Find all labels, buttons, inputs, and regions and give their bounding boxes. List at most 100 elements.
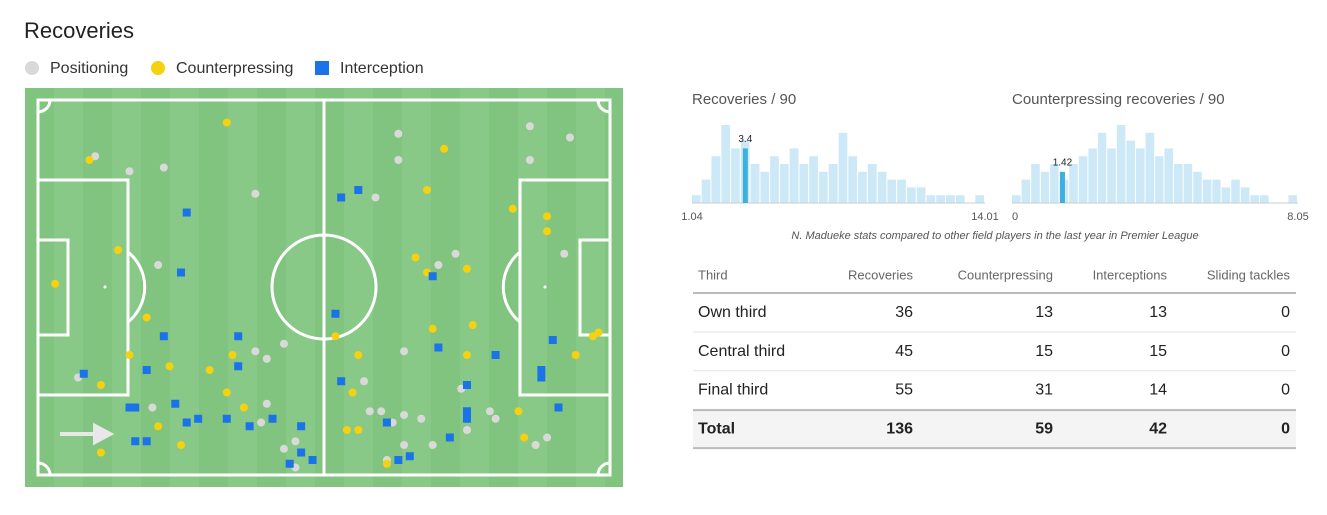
x-max-label: 8.05	[1287, 211, 1308, 223]
interception-mark	[177, 268, 185, 277]
recovery-dot	[525, 122, 534, 131]
histogram-bar	[916, 187, 926, 203]
recovery-dot	[125, 167, 134, 176]
histogram-bar	[926, 195, 936, 203]
dots	[51, 118, 603, 472]
histogram-bar	[1097, 132, 1107, 203]
legend-label: Interception	[340, 60, 424, 77]
recovery-dot	[365, 407, 374, 416]
player-bar	[1059, 171, 1065, 203]
player-value: 3.4	[738, 134, 752, 145]
histogram-bar	[1021, 179, 1031, 203]
histogram-bar	[1202, 179, 1212, 203]
table-cell-value: 0	[1281, 343, 1290, 360]
interception-mark	[428, 272, 437, 281]
total-row	[693, 410, 1296, 449]
recovery-dot	[543, 433, 552, 442]
histogram-bar	[1164, 148, 1174, 203]
histogram-bar	[1183, 164, 1193, 203]
legend-label: Positioning	[50, 60, 128, 77]
histogram-bar	[955, 195, 965, 203]
recovery-dot	[400, 347, 409, 356]
recovery-dot	[382, 459, 391, 468]
histogram-bar	[1040, 171, 1050, 203]
histogram-bar	[877, 171, 887, 203]
interception-mark	[171, 399, 180, 408]
recovery-dot	[514, 407, 523, 416]
interception-mark	[131, 437, 140, 446]
histogram-bar	[975, 195, 984, 203]
recovery-dot	[262, 354, 271, 363]
recovery-dot	[594, 328, 603, 337]
recovery-dot	[531, 441, 540, 449]
legend: Positioning Counterpressing Interception	[25, 60, 424, 77]
interception-mark	[297, 422, 306, 431]
interception-mark	[537, 366, 546, 374]
histogram-bar	[887, 179, 897, 203]
histogram-bar	[936, 195, 945, 203]
recovery-dot	[428, 324, 437, 333]
interception-mark	[131, 403, 140, 412]
recovery-dot	[463, 264, 471, 273]
interception-mark	[142, 437, 151, 446]
recovery-dot	[342, 426, 351, 434]
interception-mark	[463, 381, 471, 389]
x-max-label: 14.01	[971, 211, 999, 223]
histograms: Recoveries / 90 3.4 1.04 14.01 Counterpressi…	[681, 91, 1308, 223]
recovery-dot	[463, 351, 471, 359]
histogram-bar	[897, 179, 906, 203]
histogram-bar	[858, 171, 867, 203]
title: Recoveries	[24, 18, 134, 43]
recovery-dot	[543, 227, 552, 236]
pitch-lines	[36, 98, 612, 477]
interception-mark	[234, 332, 243, 341]
interception-mark	[491, 351, 500, 359]
recovery-dot	[279, 339, 288, 348]
table-header: Recoveries	[848, 267, 914, 282]
recovery-dot	[571, 351, 580, 359]
interception-mark	[331, 309, 340, 318]
table-row-label: Central third	[698, 343, 785, 360]
recovery-dot	[262, 399, 271, 408]
table-cell-value: 45	[895, 343, 913, 360]
interception-mark	[337, 193, 346, 202]
legend-swatch	[25, 61, 39, 75]
interception-mark	[394, 456, 403, 464]
histogram-bar	[1240, 187, 1250, 203]
histogram-bar	[1259, 195, 1269, 203]
recovery-dot	[91, 152, 100, 161]
table-cell-value: 0	[1281, 420, 1290, 437]
histogram-bar	[809, 156, 818, 203]
recovery-dot	[142, 313, 151, 322]
recovery-dot	[491, 414, 500, 423]
recovery-dot	[463, 426, 471, 434]
interception-mark	[194, 414, 203, 423]
table-cell-value: 36	[895, 304, 913, 321]
histogram-bar	[818, 171, 828, 203]
recovery-dot	[560, 249, 569, 258]
legend-swatch	[315, 61, 329, 75]
histogram-bar	[945, 195, 955, 203]
recovery-dot	[411, 253, 420, 262]
interception-mark	[445, 433, 454, 442]
recovery-dot	[222, 388, 231, 397]
recovery-dot	[177, 441, 185, 449]
recovery-dot	[96, 448, 105, 457]
table-header: Interceptions	[1093, 267, 1168, 282]
table-cell-value: 42	[1149, 420, 1167, 437]
recovery-dot	[125, 351, 134, 359]
recovery-dot	[400, 411, 409, 419]
table-row-label: Own third	[698, 304, 766, 321]
table-cell-value: 15	[1035, 343, 1053, 360]
interception-mark	[434, 343, 443, 352]
recovery-dot	[394, 129, 403, 138]
recovery-dot	[239, 403, 248, 412]
interception-mark	[337, 377, 346, 386]
histogram-bar	[711, 156, 721, 203]
recovery-dot	[228, 351, 237, 359]
histogram-bar	[1193, 171, 1202, 203]
histogram-bar	[731, 148, 740, 203]
histogram-bar	[1069, 164, 1078, 203]
interception-mark	[268, 414, 277, 423]
recovery-dot	[154, 261, 163, 269]
